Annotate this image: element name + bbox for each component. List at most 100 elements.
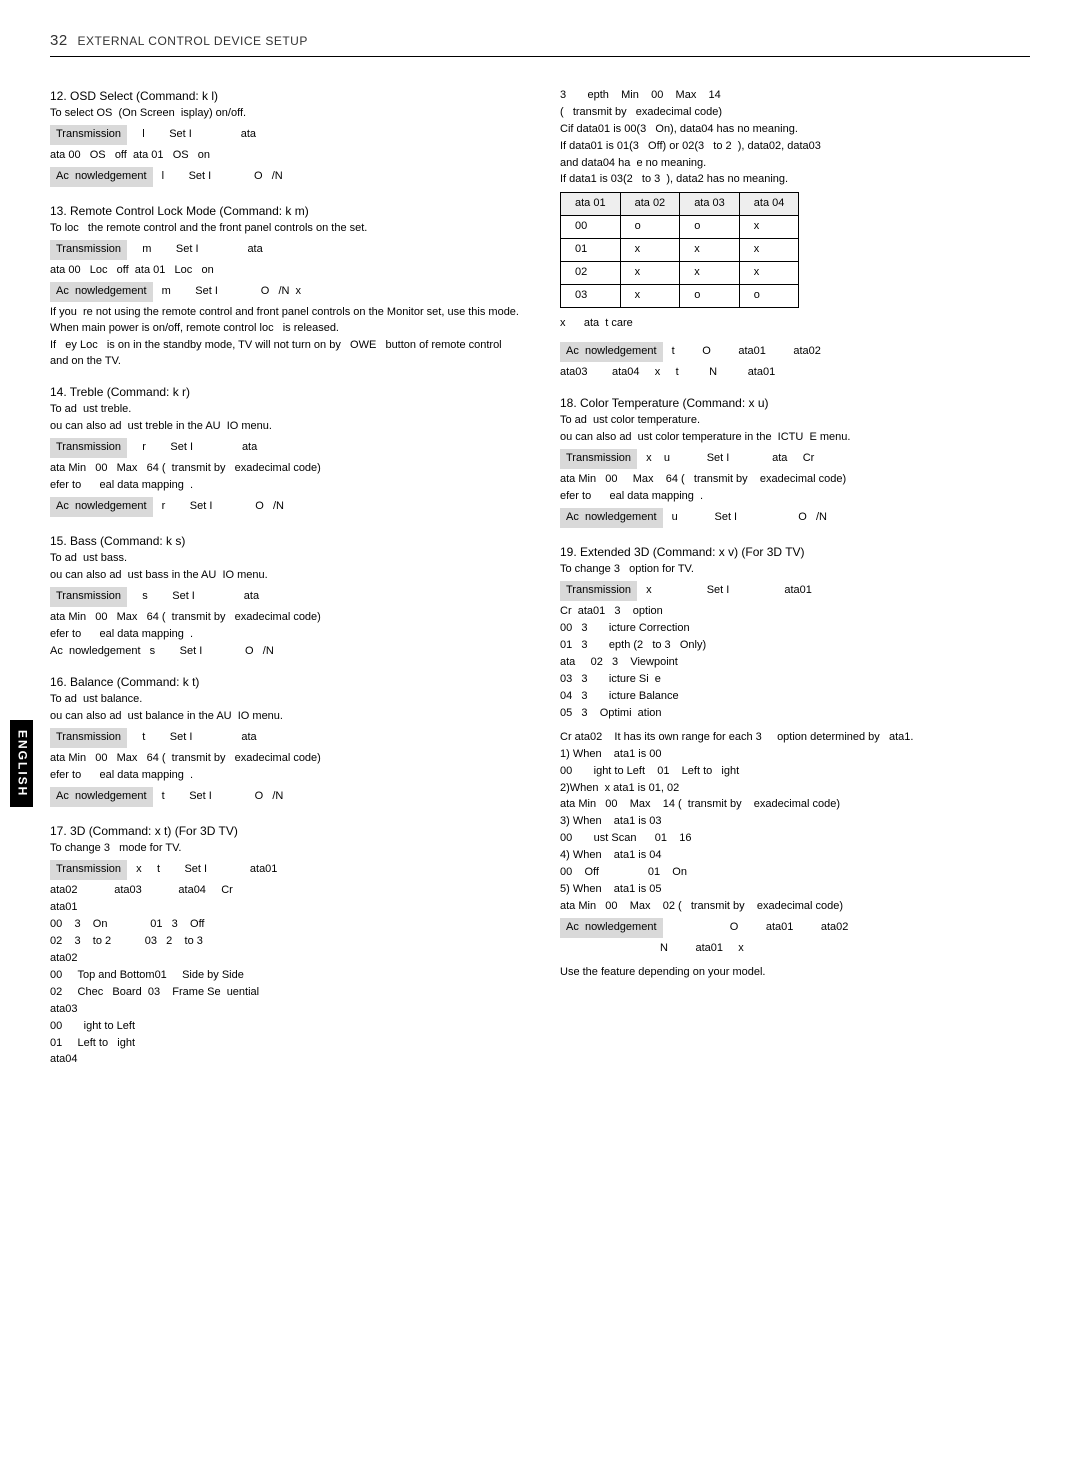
td: o xyxy=(680,285,740,308)
s19-w5: ata Min 00 Max 02 ( transmit by exadecim… xyxy=(560,899,1030,915)
s14-line1: ata Min 00 Max 64 ( transmit by exadecim… xyxy=(50,461,520,477)
s19-w2: ata Min 00 Max 14 ( transmit by exadecim… xyxy=(560,797,1030,813)
s18-desc: To ad ust color temperature. xyxy=(560,413,1030,429)
transmission-label: Transmission xyxy=(50,728,127,748)
s17r-tnote: x ata t care xyxy=(560,316,1030,332)
s19-ack2: N ata01 x xyxy=(660,941,1030,957)
s19-r01: 01 3 epth (2 to 3 Only) xyxy=(560,638,1030,654)
s15-desc: To ad ust bass. xyxy=(50,551,520,567)
s19-desc: To change 3 option for TV. xyxy=(560,562,1030,578)
s13-note2: If ey Loc is on in the standby mode, TV … xyxy=(50,338,520,370)
td: o xyxy=(739,285,799,308)
s16-title: 16. Balance (Command: k t) xyxy=(50,674,520,691)
s18-sub: ou can also ad ust color temperature in … xyxy=(560,430,1030,446)
s17-desc: To change 3 mode for TV. xyxy=(50,841,520,857)
td: 02 xyxy=(561,262,621,285)
s14-line2: efer to eal data mapping . xyxy=(50,478,520,494)
td: x xyxy=(620,285,680,308)
s19-w1h: 1) When ata1 is 00 xyxy=(560,747,1030,763)
s17-d2h: ata02 xyxy=(50,951,520,967)
ack-label: Ac nowledgement xyxy=(50,787,153,807)
s13-data: ata 00 Loc off ata 01 Loc on xyxy=(50,263,520,279)
section-17-right: 3 epth Min 00 Max 14 ( transmit by exade… xyxy=(560,88,1030,381)
s17r-l2: ( transmit by exadecimal code) xyxy=(560,105,1030,121)
s16-desc: To ad ust balance. xyxy=(50,692,520,708)
s17-d1-02: 02 3 to 2 03 2 to 3 xyxy=(50,934,520,950)
section-12: 12. OSD Select (Command: k l) To select … xyxy=(50,88,520,189)
s14-title: 14. Treble (Command: k r) xyxy=(50,384,520,401)
s14-desc: To ad ust treble. xyxy=(50,402,520,418)
s17-d1-00: 00 3 On 01 3 Off xyxy=(50,917,520,933)
language-tab: ENGLISH xyxy=(10,720,33,807)
s13-note1: If you re not using the remote control a… xyxy=(50,305,520,337)
s19-w5h: 5) When ata1 is 05 xyxy=(560,882,1030,898)
td: o xyxy=(620,216,680,239)
s17-d3h: ata03 xyxy=(50,1002,520,1018)
s19-w2h: 2)When x ata1 is 01, 02 xyxy=(560,781,1030,797)
s19-foot: Use the feature depending on your model. xyxy=(560,965,1030,981)
s15-line1: ata Min 00 Max 64 ( transmit by exadecim… xyxy=(50,610,520,626)
td: 03 xyxy=(561,285,621,308)
ack-label: Ac nowledgement xyxy=(50,645,141,657)
transmission-label: Transmission xyxy=(50,587,127,607)
s17-d2-00: 00 Top and Bottom01 Side by Side xyxy=(50,968,520,984)
td: 00 xyxy=(561,216,621,239)
td: x xyxy=(739,262,799,285)
section-13: 13. Remote Control Lock Mode (Command: k… xyxy=(50,203,520,370)
s19-w4h: 4) When ata1 is 04 xyxy=(560,848,1030,864)
ack-label: Ac nowledgement xyxy=(560,342,663,362)
section-14: 14. Treble (Command: k r) To ad ust treb… xyxy=(50,384,520,519)
page-header: 32 EXTERNAL CONTROL DEVICE SETUP xyxy=(50,30,1030,57)
th: ata 03 xyxy=(680,193,740,216)
ack-label: Ac nowledgement xyxy=(560,508,663,528)
td: x xyxy=(620,262,680,285)
s17r-l3: Cif data01 is 00(3 On), data04 has no me… xyxy=(560,122,1030,138)
s18-line1: ata Min 00 Max 64 ( transmit by exadecim… xyxy=(560,472,1030,488)
transmission-label: Transmission xyxy=(560,449,637,469)
s16-line1: ata Min 00 Max 64 ( transmit by exadecim… xyxy=(50,751,520,767)
s19-r04: 04 3 icture Balance xyxy=(560,689,1030,705)
td: x xyxy=(739,239,799,262)
td: x xyxy=(680,262,740,285)
td: x xyxy=(739,216,799,239)
td: x xyxy=(620,239,680,262)
s19-title: 19. Extended 3D (Command: x v) (For 3D T… xyxy=(560,544,1030,561)
transmission-label: Transmission xyxy=(50,438,127,458)
transmission-label: Transmission xyxy=(50,125,127,145)
page-title: EXTERNAL CONTROL DEVICE SETUP xyxy=(78,34,308,48)
section-17: 17. 3D (Command: x t) (For 3D TV) To cha… xyxy=(50,823,520,1069)
s18-title: 18. Color Temperature (Command: x u) xyxy=(560,395,1030,412)
s17-d2-02: 02 Chec Board 03 Frame Se uential xyxy=(50,985,520,1001)
s19-w3: 00 ust Scan 01 16 xyxy=(560,831,1030,847)
s17r-l4: If data01 is 01(3 Off) or 02(3 to 2 ), d… xyxy=(560,139,1030,155)
s17r-ack2: ata03 ata04 x t N ata01 xyxy=(560,365,1030,381)
s17r-l1: 3 epth Min 00 Max 14 xyxy=(560,88,1030,104)
s17r-table: ata 01 ata 02 ata 03 ata 04 00 o o x 01 … xyxy=(560,192,799,308)
s14-sub: ou can also ad ust treble in the AU IO m… xyxy=(50,419,520,435)
s15-title: 15. Bass (Command: k s) xyxy=(50,533,520,550)
s15-line2: efer to eal data mapping . xyxy=(50,627,520,643)
s19-r00: 00 3 icture Correction xyxy=(560,621,1030,637)
s19-d2: ata02 It has its own range for each 3 op… xyxy=(575,731,914,743)
transmission-label: Transmission xyxy=(50,240,127,260)
s16-sub: ou can also ad ust balance in the AU IO … xyxy=(50,709,520,725)
s17r-l6: If data1 is 03(2 to 3 ), data2 has no me… xyxy=(560,172,1030,188)
s17-d3-00: 00 ight to Left xyxy=(50,1019,520,1035)
th: ata 02 xyxy=(620,193,680,216)
section-16: 16. Balance (Command: k t) To ad ust bal… xyxy=(50,674,520,809)
s16-line2: efer to eal data mapping . xyxy=(50,768,520,784)
transmission-label: Transmission xyxy=(560,581,637,601)
td: 01 xyxy=(561,239,621,262)
s13-title: 13. Remote Control Lock Mode (Command: k… xyxy=(50,203,520,220)
td: x xyxy=(680,239,740,262)
section-15: 15. Bass (Command: k s) To ad ust bass. … xyxy=(50,533,520,660)
ack-label: Ac nowledgement xyxy=(50,167,153,187)
s17-d4h: ata04 xyxy=(50,1052,520,1068)
transmission-label: Transmission xyxy=(50,860,127,880)
s17-tx2: ata02 ata03 ata04 Cr xyxy=(50,883,520,899)
s19-r05: 05 3 Optimi ation xyxy=(560,706,1030,722)
s12-data: ata 00 OS off ata 01 OS on xyxy=(50,148,520,164)
s19-w4: 00 Off 01 On xyxy=(560,865,1030,881)
s12-title: 12. OSD Select (Command: k l) xyxy=(50,88,520,105)
page-number: 32 xyxy=(50,32,68,49)
